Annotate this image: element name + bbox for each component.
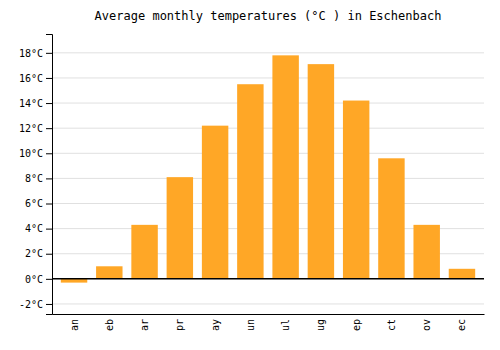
- x-tick: an: [69, 319, 80, 331]
- grid-line: [52, 128, 484, 129]
- x-tick-label: ug: [315, 319, 326, 331]
- zero-line: [52, 278, 484, 280]
- x-tick: ar: [139, 319, 150, 331]
- y-tick-label: 0°C: [25, 274, 43, 285]
- bar: [343, 101, 369, 279]
- x-tick-label: ay: [210, 319, 221, 331]
- bar: [96, 266, 122, 279]
- x-tick: un: [245, 319, 256, 331]
- x-tick-label: an: [69, 319, 80, 331]
- y-tick-label: 14°C: [19, 98, 43, 109]
- y-tick: 18°C: [19, 48, 52, 59]
- bar: [131, 225, 157, 279]
- y-tick-mark: [46, 304, 52, 305]
- bars: [61, 55, 475, 282]
- x-tick-label: ar: [139, 319, 150, 331]
- y-axis: -2°C 0°C 2°C 4°C 6°C 8°C 10°C 12°C 14°C 16°C 18°C: [19, 35, 53, 315]
- x-tick-label: ul: [280, 319, 291, 331]
- y-tick-label: 8°C: [25, 173, 43, 184]
- y-tick: -2°C: [19, 299, 52, 310]
- grid: [52, 53, 484, 304]
- x-tick: ug: [315, 319, 326, 331]
- y-tick-mark: [46, 153, 52, 154]
- y-tick-mark: [46, 229, 52, 230]
- x-tick: ul: [280, 319, 291, 331]
- x-tick-label: pr: [174, 319, 185, 331]
- x-tick: ec: [456, 319, 467, 331]
- bar: [378, 158, 404, 279]
- y-tick-label: 2°C: [25, 248, 43, 259]
- y-tick-label: 10°C: [19, 148, 43, 159]
- y-tick-mark: [46, 254, 52, 255]
- x-tick-label: ov: [421, 319, 432, 331]
- x-tick-label: un: [245, 319, 256, 331]
- y-tick-mark: [46, 53, 52, 54]
- grid-line: [52, 203, 484, 204]
- y-axis-line: [46, 35, 53, 315]
- y-tick-mark: [46, 128, 52, 129]
- y-tick-mark: [46, 78, 52, 79]
- y-tick-label: 16°C: [19, 73, 43, 84]
- y-tick: 16°C: [19, 73, 52, 84]
- x-tick: ct: [386, 319, 397, 331]
- y-tick: 10°C: [19, 148, 52, 159]
- y-tick-label: 4°C: [25, 223, 43, 234]
- bar: [308, 64, 334, 279]
- y-tick-label: 12°C: [19, 123, 43, 134]
- bar: [413, 225, 439, 279]
- y-tick-mark: [46, 279, 52, 280]
- x-tick: ay: [210, 319, 221, 331]
- x-tick-label: ct: [386, 319, 397, 331]
- x-tick: ep: [351, 319, 362, 331]
- x-tick-label: ec: [456, 319, 467, 331]
- y-tick-label: 18°C: [19, 48, 43, 59]
- x-tick: eb: [104, 319, 115, 331]
- x-tick: pr: [174, 319, 185, 331]
- x-tick-label: ep: [351, 319, 362, 331]
- plot: -2°C 0°C 2°C 4°C 6°C 8°C 10°C 12°C 14°C 16°C 18°C a…: [19, 35, 485, 332]
- x-axis-line: [53, 314, 485, 315]
- y-tick: 14°C: [19, 98, 52, 109]
- title: Average monthly temperatures (°C ) in Es…: [95, 9, 442, 23]
- x-axis: an eb ar pr ay un ul ug ep ct ov ec: [53, 315, 485, 332]
- grid-line: [52, 77, 484, 78]
- grid-line: [52, 303, 484, 304]
- y-tick-mark: [46, 103, 52, 104]
- y-tick: 0°C: [25, 274, 52, 285]
- bar: [272, 55, 298, 278]
- y-tick: 2°C: [25, 248, 52, 259]
- y-tick-label: -2°C: [19, 299, 43, 310]
- y-tick-label: 6°C: [25, 198, 43, 209]
- y-tick: 4°C: [25, 223, 52, 234]
- bar: [449, 269, 475, 279]
- grid-line: [52, 178, 484, 179]
- grid-line: [52, 52, 484, 53]
- grid-line: [52, 278, 484, 279]
- chart: -2°C 0°C 2°C 4°C 6°C 8°C 10°C 12°C 14°C 16°C 18°C a…: [0, 0, 500, 350]
- y-tick: 8°C: [25, 173, 52, 184]
- bar: [167, 177, 193, 279]
- x-tick-label: eb: [104, 319, 115, 331]
- y-tick-mark: [46, 178, 52, 179]
- y-tick: 6°C: [25, 198, 52, 209]
- bar: [237, 84, 263, 279]
- bar: [202, 126, 228, 279]
- grid-line: [52, 153, 484, 154]
- y-tick: 12°C: [19, 123, 52, 134]
- grid-line: [52, 103, 484, 104]
- x-tick: ov: [421, 319, 432, 331]
- y-tick-mark: [46, 204, 52, 205]
